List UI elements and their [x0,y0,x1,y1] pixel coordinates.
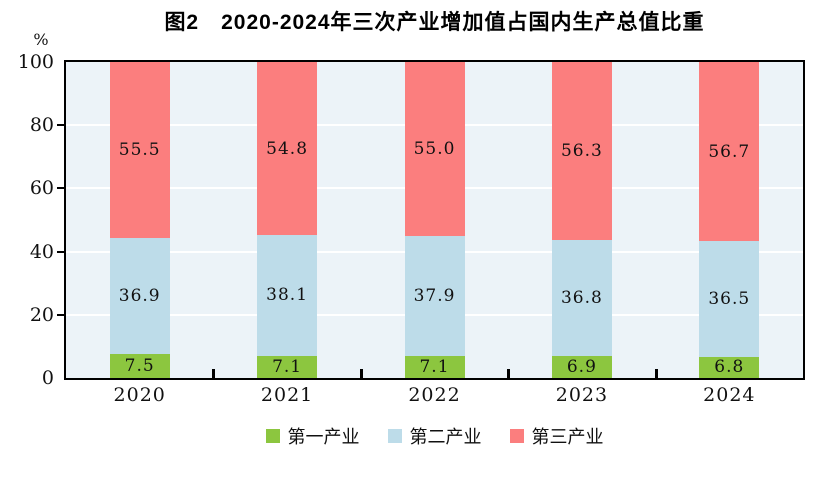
bar-segment: 6.9 [551,356,612,378]
bar-segment: 36.5 [699,241,760,357]
bar-segment: 55.0 [404,62,465,236]
plot-area: 7.5 36.9 55.5 7.1 38.1 54.8 7.1 37.9 55.0 6.9 36.8… [64,60,805,380]
bar-value-label: 6.9 [566,357,597,378]
stacked-bar: 6.9 36.8 56.3 [551,62,612,378]
bar-segment: 38.1 [257,235,318,356]
legend-label: 第一产业 [287,427,360,447]
bar-segment: 36.8 [551,239,612,357]
x-tick-mark [359,369,363,378]
legend-item: 第一产业 [265,423,360,449]
stacked-bar: 6.8 36.5 56.7 [699,62,760,378]
legend-swatch [387,429,402,443]
legend-label: 第三产业 [531,427,604,447]
bar-segment: 7.5 [109,354,170,378]
legend-item: 第三产业 [509,423,604,449]
bar-segment: 6.8 [699,356,760,378]
legend-swatch [265,429,280,443]
legend-swatch [509,429,524,443]
y-tick-label: 100 [17,51,54,73]
bar-segment: 54.8 [257,62,318,236]
y-tick-label: 80 [29,114,54,137]
y-tick-label: 40 [29,240,54,263]
bar-value-label: 37.9 [413,285,456,306]
bar-value-label: 36.9 [118,286,161,307]
bar-segment: 56.7 [699,62,760,242]
bar-segment: 56.3 [551,62,612,240]
x-tick-mark [212,369,216,378]
y-tick-mark [57,124,65,127]
y-axis-unit-label: % [33,30,49,49]
bar-segment: 7.1 [257,355,318,378]
bar-value-label: 36.5 [708,288,751,309]
bar-value-label: 7.5 [124,356,155,377]
bar-value-label: 7.1 [272,356,303,377]
bar-value-label: 38.1 [266,285,309,306]
y-tick-mark [57,313,65,316]
bar-segment: 37.9 [404,235,465,356]
bar-value-label: 7.1 [419,356,450,377]
bar-value-label: 54.8 [266,138,309,159]
y-tick-label: 20 [29,303,54,326]
bar-value-label: 6.8 [714,357,745,378]
x-axis-label: 2024 [703,384,756,406]
stacked-bar: 7.1 37.9 55.0 [404,62,465,378]
bar-value-label: 55.5 [118,140,161,161]
legend-label: 第二产业 [409,427,482,447]
bar-segment: 55.5 [109,62,170,238]
x-axis-label: 2021 [260,384,314,406]
bar-segment: 36.9 [109,237,170,355]
x-tick-mark [654,369,658,378]
chart-title: 图2 2020-2024年三次产业增加值占国内生产总值比重 [164,11,705,34]
y-tick-mark [57,250,65,253]
x-axis-label: 2020 [113,384,166,406]
x-axis-label: 2022 [408,384,461,406]
x-axis: 2020 2021 2022 2023 2024 [66,384,803,406]
y-tick-label: 60 [29,177,54,200]
y-tick-mark [57,187,65,190]
x-axis-label: 2023 [555,384,609,406]
stacked-bar: 7.1 38.1 54.8 [257,62,318,378]
stacked-bar: 7.5 36.9 55.5 [109,62,170,378]
legend-item: 第二产业 [387,423,482,449]
bar-segment: 7.1 [404,355,465,378]
bar-value-label: 36.8 [560,288,603,309]
bar-value-label: 56.3 [560,140,603,161]
x-tick-mark [507,369,511,378]
bar-value-label: 56.7 [708,141,751,162]
y-tick-label: 0 [41,367,54,389]
bar-value-label: 55.0 [413,138,456,159]
legend: 第一产业 第二产业 第三产业 [64,423,805,449]
